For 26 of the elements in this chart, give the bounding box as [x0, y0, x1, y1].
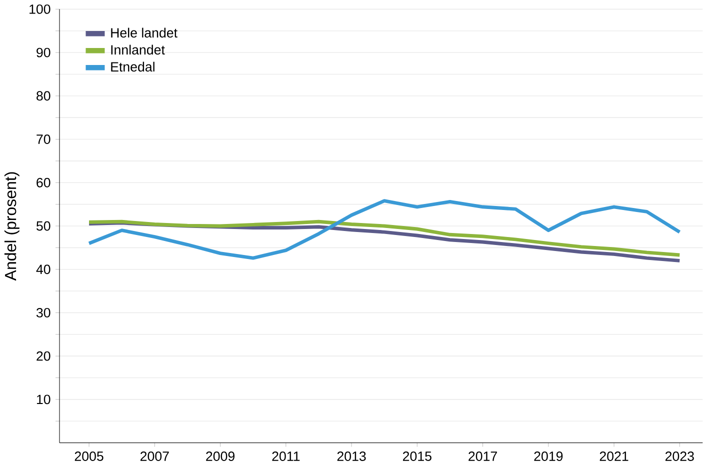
x-tick-label: 2005	[74, 451, 104, 461]
y-axis-title: Andel (prosent)	[4, 172, 20, 280]
x-tick-label: 2019	[534, 451, 563, 461]
legend-label: Hele landet	[111, 28, 178, 38]
x-tick-label: 2023	[665, 451, 694, 461]
y-tick-label: 90	[36, 48, 50, 58]
x-tick-label: 2009	[206, 451, 234, 461]
y-tick-label: 10	[36, 394, 50, 404]
line-series	[87, 220, 682, 257]
legend-label: Etnedal	[111, 62, 154, 72]
y-tick-label: 60	[36, 178, 50, 188]
legend-label: Innlandet	[111, 44, 165, 54]
x-tick-label: 2007	[140, 451, 169, 461]
y-tick-label: 40	[36, 264, 50, 274]
x-tick-label: 2011	[272, 451, 300, 461]
line-series	[87, 198, 682, 260]
y-tick-label: 100	[30, 4, 50, 14]
y-tick-label: 30	[36, 308, 50, 318]
x-tick-label: 2013	[337, 451, 366, 461]
x-tick-label: 2015	[402, 451, 432, 461]
x-tick-label: 2017	[468, 451, 497, 461]
x-tick-label: 2021	[600, 451, 628, 461]
y-tick-label: 20	[36, 351, 50, 361]
y-tick-label: 50	[36, 221, 50, 230]
y-tick-label: 80	[36, 90, 50, 100]
y-tick-label: 70	[36, 134, 50, 144]
